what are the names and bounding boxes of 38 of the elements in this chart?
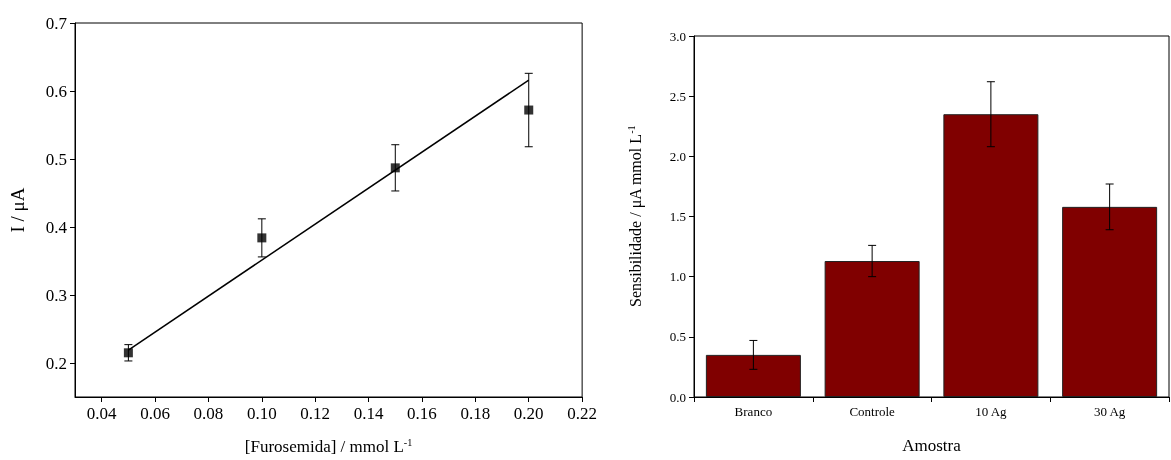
x-tick-label: 0.10 <box>246 404 277 423</box>
x-tick-label: 0.12 <box>300 404 331 423</box>
x-tick-label: 0.06 <box>140 404 170 423</box>
point <box>257 233 267 243</box>
bar <box>943 114 1039 397</box>
y-tick-label: 0.0 <box>669 389 686 405</box>
y-tick-label: 0.5 <box>669 329 686 345</box>
point <box>123 348 133 358</box>
y-tick-label: 2.5 <box>669 88 686 104</box>
x-tick-label: 10 Ag <box>975 404 1008 419</box>
y-axis-title: Sensibilidade / μA mmol L-1 <box>625 125 645 307</box>
x-tick-label: 0.16 <box>407 404 437 423</box>
x-tick-label: 0.22 <box>567 404 597 423</box>
bar <box>824 261 920 397</box>
x-tick-label: 30 Ag <box>1093 404 1126 419</box>
y-axis-title: I / μA <box>7 187 28 233</box>
y-tick-label: 0.6 <box>45 81 67 101</box>
y-tick-label: 0.5 <box>45 149 67 169</box>
x-tick-label: 0.18 <box>460 404 491 423</box>
y-tick-label: 0.4 <box>45 217 68 237</box>
point <box>390 163 400 173</box>
point <box>524 105 534 115</box>
y-tick-label: 0.3 <box>45 285 67 305</box>
x-tick-label: Branco <box>734 404 773 419</box>
x-tick-label: 0.08 <box>193 404 224 423</box>
y-tick-label: 0.2 <box>45 353 67 373</box>
bar <box>705 354 801 397</box>
y-tick-label: 1.0 <box>669 269 686 285</box>
y-tick-label: 1.5 <box>669 209 686 224</box>
y-tick-label: 2.0 <box>669 148 686 164</box>
x-tick-label: Controle <box>849 404 896 419</box>
x-tick-label: 0.04 <box>86 404 118 423</box>
y-tick-label: 3.0 <box>669 28 686 44</box>
bar <box>1062 206 1158 397</box>
x-tick-label: 0.14 <box>353 404 384 423</box>
x-axis-title: Amostra <box>902 436 962 455</box>
x-tick-label: 0.20 <box>513 404 544 423</box>
y-tick-label: 0.7 <box>45 13 68 33</box>
